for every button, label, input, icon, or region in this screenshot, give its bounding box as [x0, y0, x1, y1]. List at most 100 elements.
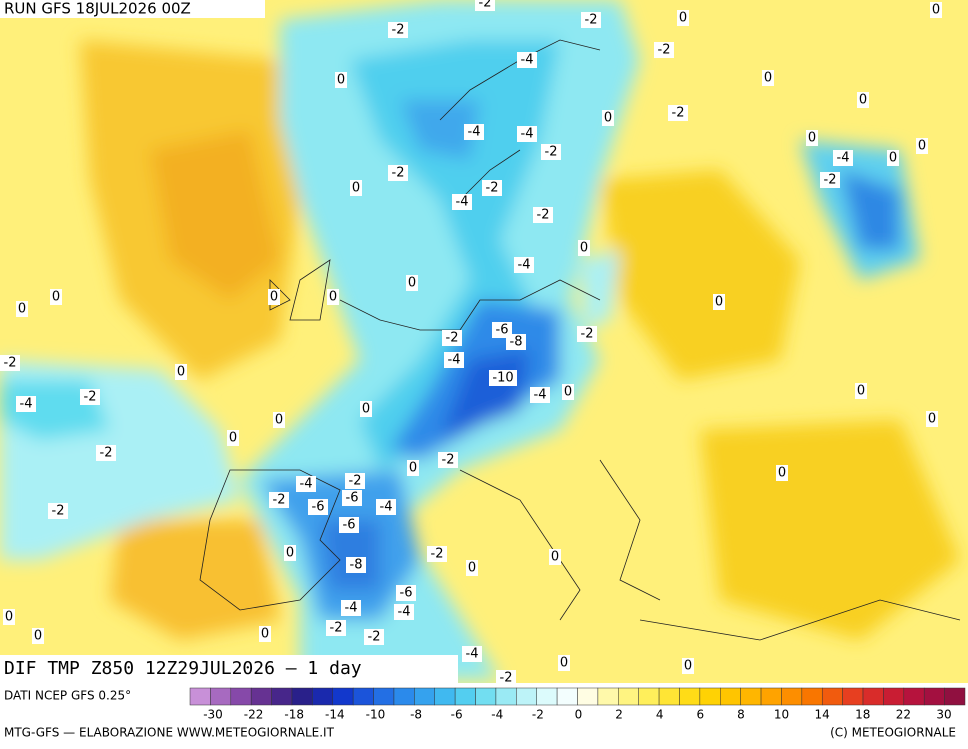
label-bg — [16, 396, 36, 412]
contour-label: 0 — [564, 385, 572, 400]
contour-label: -4 — [521, 127, 534, 142]
contour-label: -6 — [312, 500, 325, 515]
label-bg — [762, 70, 774, 86]
colorbar-tick-label: -4 — [491, 708, 503, 722]
contour-label: 0 — [229, 431, 237, 446]
contour-label: -8 — [510, 335, 523, 350]
contour-label: 0 — [808, 131, 816, 146]
label-bg — [48, 503, 68, 519]
colorbar: -30 -22 -18 -14 -10 -8 -6 -4 -2 0 2 4 6 8 10 14 18 22 30 — [189, 687, 966, 722]
label-bg — [857, 92, 869, 108]
colorbar-swatch — [883, 687, 905, 706]
label-bg — [327, 289, 339, 305]
contour-label: 0 — [604, 111, 612, 126]
contour-label: -2 — [500, 671, 513, 686]
colorbar-swatch — [699, 687, 721, 706]
contour-label: 0 — [551, 550, 559, 565]
colorbar-swatch — [842, 687, 864, 706]
colorbar-swatch — [230, 687, 252, 706]
contour-label: -2 — [581, 327, 594, 342]
contour-label: 0 — [409, 461, 417, 476]
label-bg — [462, 646, 482, 662]
label-bg — [514, 257, 534, 273]
colorbar-tick-label: -2 — [532, 708, 544, 722]
colorbar-swatch — [618, 687, 639, 706]
colorbar-tick-label: -8 — [410, 708, 422, 722]
contour-label: -2 — [442, 453, 455, 468]
colorbar-swatch — [291, 687, 313, 706]
colorbar-swatch — [638, 687, 660, 706]
label-bg — [326, 620, 346, 636]
label-bg — [16, 301, 28, 317]
label-bg — [530, 387, 550, 403]
contour-label: -2 — [52, 504, 65, 519]
label-bg — [227, 430, 239, 446]
contour-label: -10 — [492, 371, 513, 386]
label-bg — [654, 42, 674, 58]
label-bg — [427, 546, 447, 562]
colorbar-swatch — [679, 687, 701, 706]
contour-label: -8 — [350, 558, 363, 573]
contour-label: 0 — [5, 610, 13, 625]
contour-label: -2 — [431, 547, 444, 562]
colorbar-swatch — [577, 687, 599, 706]
label-bg — [438, 452, 458, 468]
label-bg — [259, 626, 271, 642]
source: DATI NCEP GFS 0.25° — [4, 689, 131, 703]
colorbar-swatch — [516, 687, 537, 706]
label-bg — [388, 165, 408, 181]
contour-label: -6 — [343, 518, 356, 533]
colorbar-swatch — [332, 687, 354, 706]
contour-label: 0 — [859, 93, 867, 108]
label-bg — [506, 334, 526, 350]
label-bg — [466, 560, 478, 576]
colorbar-tick-label: 8 — [737, 708, 745, 722]
label-bg — [284, 545, 296, 561]
colorbar-swatch — [475, 687, 497, 706]
title-box — [0, 655, 458, 683]
colorbar-swatch — [862, 687, 884, 706]
colorbar-swatch — [189, 687, 211, 706]
colorbar-swatch — [821, 687, 843, 706]
contour-label: -4 — [456, 195, 469, 210]
label-bg — [677, 10, 689, 26]
contour-label: -2 — [672, 106, 685, 121]
colorbar-swatch — [781, 687, 803, 706]
contour-label: 0 — [679, 11, 687, 26]
contour-label: 0 — [270, 290, 278, 305]
contour-label: 0 — [286, 546, 294, 561]
label-bg — [517, 126, 537, 142]
contour-label: 0 — [918, 139, 926, 154]
contour-label: -2 — [4, 356, 17, 371]
label-bg — [833, 150, 853, 166]
label-bg — [296, 476, 316, 492]
contour-label: -6 — [496, 323, 509, 338]
label-bg — [3, 609, 15, 625]
colorbar-tick-label: -30 — [203, 708, 223, 722]
contour-label: -2 — [349, 474, 362, 489]
label-bg — [549, 549, 561, 565]
contour-label: -4 — [466, 647, 479, 662]
label-bg — [562, 384, 574, 400]
copyright: (C) METEOGIORNALE — [830, 726, 956, 740]
contour-label: -4 — [448, 353, 461, 368]
label-bg — [444, 352, 464, 368]
contour-label: -2 — [537, 208, 550, 223]
label-bg — [80, 389, 100, 405]
label-bg — [50, 289, 62, 305]
colorbar-swatch — [414, 687, 435, 706]
contour-label: -4 — [345, 601, 358, 616]
contour-label: 0 — [261, 627, 269, 642]
label-bg — [406, 275, 418, 291]
contour-label: 0 — [408, 276, 416, 291]
contour-label: -2 — [330, 621, 343, 636]
label-bg — [926, 411, 938, 427]
contour-label: -2 — [273, 493, 286, 508]
label-bg — [930, 2, 942, 18]
colorbar-swatch — [495, 687, 517, 706]
colorbar-swatch — [536, 687, 558, 706]
contour-label: 0 — [580, 241, 588, 256]
label-bg — [581, 12, 601, 28]
contour-labels: -2-2 00-2-2-40 0-200-4 -4 0-2 -4 00-20 -2-2-4-2… — [0, 0, 942, 686]
label-bg — [273, 412, 285, 428]
